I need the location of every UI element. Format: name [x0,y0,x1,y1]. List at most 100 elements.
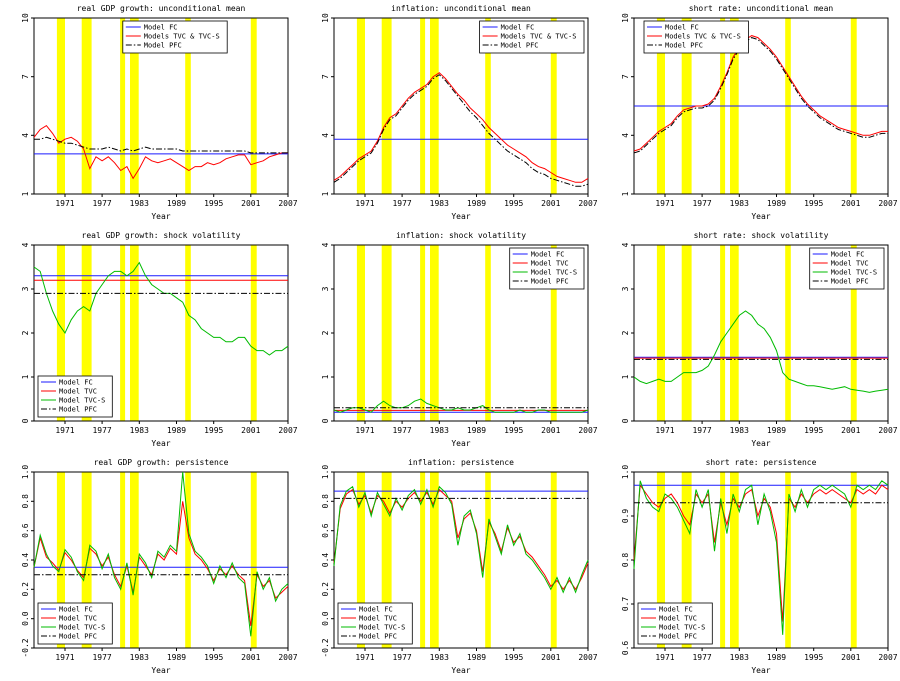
legend-label: Model TVC-S [659,624,705,632]
x-tick-label: 1995 [204,653,223,662]
chart-title: real GDP growth: shock volatility [82,231,241,240]
legend-label: Model TVC [59,388,97,396]
y-tick-label: 0.7 [621,597,630,612]
y-tick-label: 3 [621,286,630,291]
legend-label: Model TVC [659,615,697,623]
x-axis-label: Year [151,666,170,675]
legend-label: Models TVC & TVC-S [501,33,577,41]
recession-band [81,472,92,648]
x-tick-label: 1983 [430,199,449,208]
plot-border [33,17,289,195]
legend-label: Model FC [501,24,535,32]
x-tick-label: 2001 [241,426,260,435]
legend-label: Model TVC [831,260,869,268]
x-tick-label: 1989 [167,653,186,662]
x-tick-label: 2007 [278,653,297,662]
y-tick-label: 0.4 [21,553,30,568]
series-line-model-tvc-s [633,480,889,635]
x-tick-label: 1995 [504,426,523,435]
recession-band [485,245,491,421]
x-tick-label: 2007 [578,653,597,662]
x-tick-label: 1971 [655,426,674,435]
y-tick-label: 0.9 [621,509,630,524]
x-tick-label: 2007 [878,653,897,662]
recession-band [120,245,126,421]
legend-label: Model FC [531,251,565,259]
x-tick-label: 1971 [55,653,74,662]
series-line-models-tvc-tvc-s [33,124,288,180]
legend-label: Model TVC [59,615,97,623]
recession-band [656,472,665,648]
recession-band [485,472,491,648]
recession-band [81,245,92,421]
recession-band [130,472,139,648]
recession-band [730,472,739,648]
y-tick-label: 3 [321,286,330,291]
x-axis-label: Year [751,212,770,221]
x-tick-label: 1989 [167,426,186,435]
y-tick-label: 0.8 [21,494,30,509]
series-line-models-tvc-tvc-s [333,72,589,183]
recession-band [56,472,65,648]
series-line-model-tvc-s [633,310,889,393]
x-tick-label: 2001 [541,426,560,435]
legend-label: Model TVC-S [359,624,405,632]
recession-band [185,245,191,421]
legend-label: Model TVC-S [59,397,105,405]
recession-band [81,18,92,194]
legend-label: Model TVC-S [531,269,577,277]
x-tick-label: 1971 [355,199,374,208]
series-line-model-pfc [633,37,888,154]
legend-label: Model PFC [59,633,97,641]
panel-short-rate-unconditional-mean: short rate: unconditional mean 1971 1977 19… [600,0,900,227]
recession-band [185,18,191,194]
y-tick-label: 0 [21,418,30,423]
y-tick-label: 0.0 [21,611,30,626]
recession-band [550,245,557,421]
x-tick-label: 2001 [841,426,860,435]
recession-band [430,18,439,194]
legend-label: Model FC [59,379,93,387]
chart-short-rate-shock-volatility: short rate: shock volatility 1971 1977 1983… [621,231,898,448]
x-tick-label: 1977 [92,199,111,208]
x-tick-label: 1977 [692,653,711,662]
recession-band [420,472,426,648]
recession-band [550,18,557,194]
panel-real-gdp-growth-unconditional-mean: real GDP growth: unconditional mean 1971 1… [0,0,300,227]
chart-short-rate-unconditional-mean: short rate: unconditional mean 1971 1977 19… [621,4,898,221]
legend-box [637,602,713,645]
x-tick-label: 2001 [541,653,560,662]
x-tick-label: 1983 [430,426,449,435]
x-tick-label: 1971 [655,653,674,662]
x-tick-label: 2007 [278,199,297,208]
chart-title: real GDP growth: persistence [94,458,229,467]
y-tick-label: 4 [21,242,30,247]
legend-label: Model PFC [659,633,697,641]
y-tick-label: 0.6 [621,641,630,656]
x-axis-label: Year [151,439,170,448]
legend-label: Model TVC-S [59,624,105,632]
recession-band [430,245,439,421]
series-line-model-pfc [333,74,589,187]
legend-label: Model TVC [531,260,569,268]
chart-inflation-unconditional-mean: inflation: unconditional mean 1971 1977 198… [321,4,598,221]
y-tick-label: -0.2 [21,638,30,657]
x-tick-label: 2001 [241,653,260,662]
x-tick-label: 1989 [467,653,486,662]
legend-box [643,20,749,54]
y-tick-label: 1.0 [321,465,330,480]
chart-title: short rate: unconditional mean [689,4,834,13]
x-tick-label: 1983 [130,653,149,662]
y-tick-label: 1.0 [621,465,630,480]
chart-title: real GDP growth: unconditional mean [77,4,246,13]
y-tick-label: 2 [21,330,30,335]
recession-band [430,472,439,648]
x-tick-label: 1995 [504,653,523,662]
legend-box [37,375,113,418]
x-tick-label: 1989 [767,199,786,208]
recession-band [785,245,791,421]
series-line-model-tvc-s [33,471,289,637]
legend-label: Model PFC [144,42,182,50]
legend-label: Models TVC & TVC-S [144,33,220,41]
recession-band [120,472,126,648]
